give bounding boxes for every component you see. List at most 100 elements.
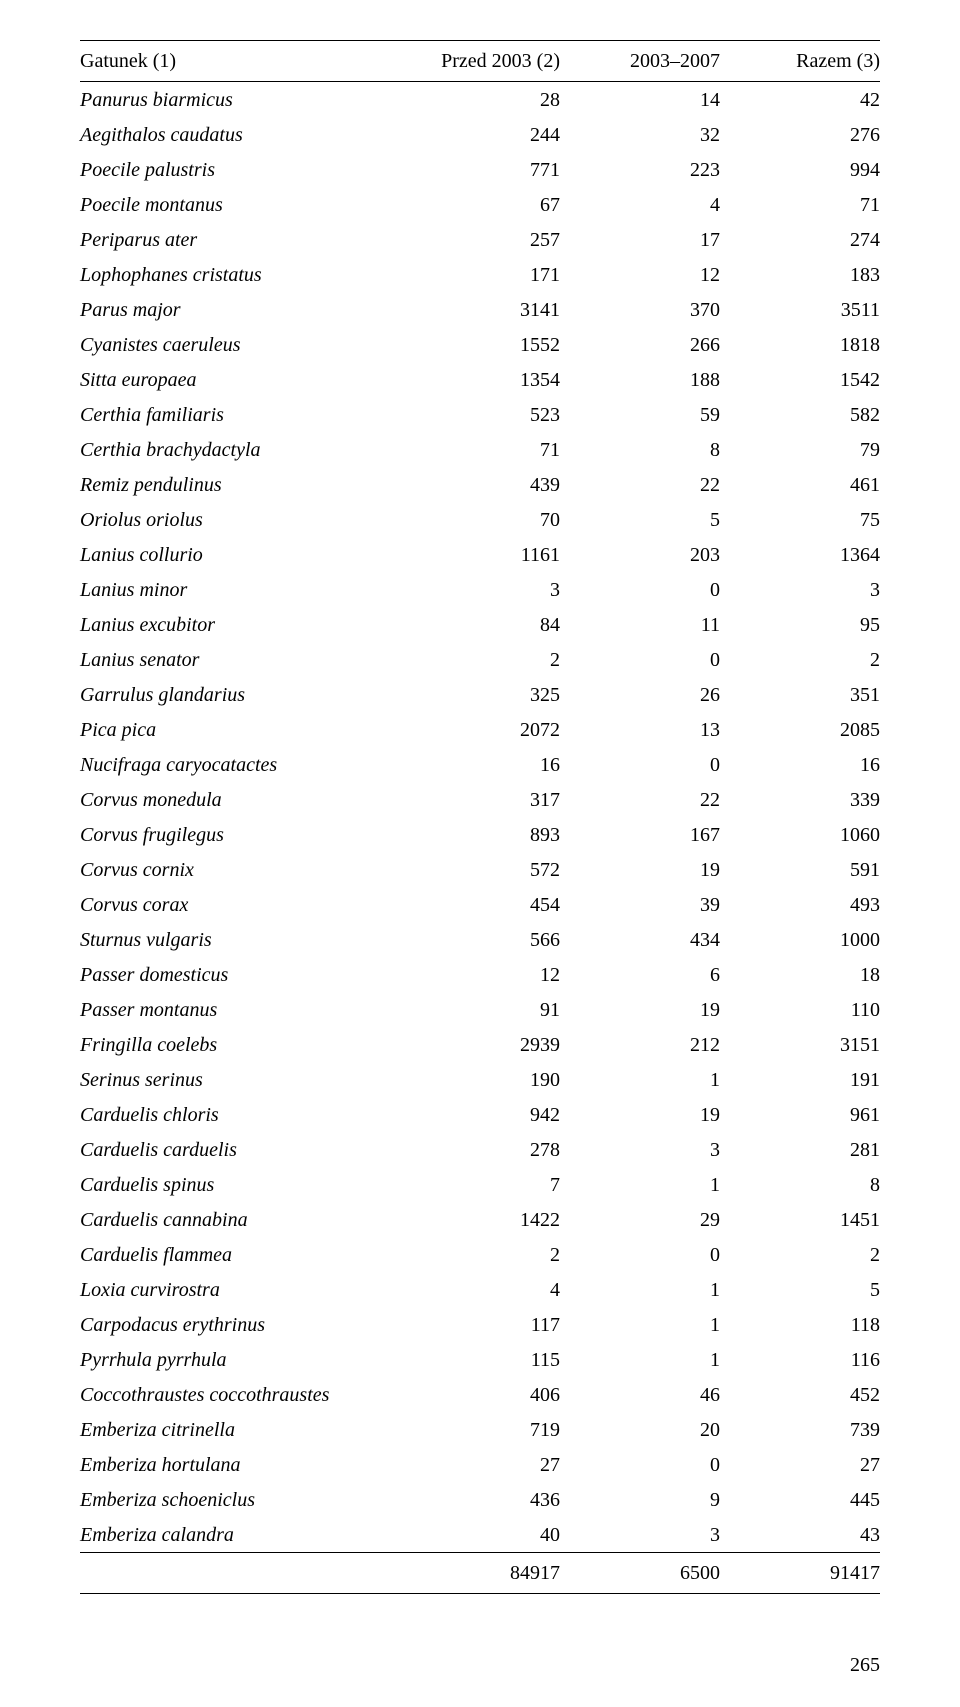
value-cell: 46 (560, 1377, 720, 1412)
value-cell: 454 (400, 887, 560, 922)
value-cell: 11 (560, 607, 720, 642)
value-cell: 2939 (400, 1027, 560, 1062)
value-cell: 461 (720, 467, 880, 502)
value-cell: 167 (560, 817, 720, 852)
value-cell: 116 (720, 1342, 880, 1377)
value-cell: 1818 (720, 327, 880, 362)
value-cell: 17 (560, 222, 720, 257)
value-cell: 3 (560, 1132, 720, 1167)
table-row: Carduelis chloris94219961 (80, 1097, 880, 1132)
species-name-cell: Remiz pendulinus (80, 467, 400, 502)
table-row: Poecile montanus67471 (80, 187, 880, 222)
value-cell: 190 (400, 1062, 560, 1097)
value-cell: 278 (400, 1132, 560, 1167)
value-cell: 70 (400, 502, 560, 537)
table-row: Emberiza schoeniclus4369445 (80, 1482, 880, 1517)
table-row: Poecile palustris771223994 (80, 152, 880, 187)
table-row: Lanius minor303 (80, 572, 880, 607)
value-cell: 1354 (400, 362, 560, 397)
value-cell: 27 (720, 1447, 880, 1482)
total-row: 84917650091417 (80, 1553, 880, 1594)
value-cell: 7 (400, 1167, 560, 1202)
value-cell: 339 (720, 782, 880, 817)
species-name-cell: Parus major (80, 292, 400, 327)
value-cell: 739 (720, 1412, 880, 1447)
table-row: Carduelis carduelis2783281 (80, 1132, 880, 1167)
value-cell: 12 (400, 957, 560, 992)
value-cell: 91 (400, 992, 560, 1027)
table-row: Passer montanus9119110 (80, 992, 880, 1027)
table-row: Pica pica2072132085 (80, 712, 880, 747)
value-cell: 274 (720, 222, 880, 257)
value-cell: 18 (720, 957, 880, 992)
species-name-cell: Pyrrhula pyrrhula (80, 1342, 400, 1377)
value-cell: 893 (400, 817, 560, 852)
total-value-cell: 91417 (720, 1553, 880, 1594)
value-cell: 3 (560, 1517, 720, 1553)
value-cell: 1552 (400, 327, 560, 362)
value-cell: 22 (560, 782, 720, 817)
species-name-cell: Lanius minor (80, 572, 400, 607)
value-cell: 42 (720, 82, 880, 118)
value-cell: 115 (400, 1342, 560, 1377)
value-cell: 406 (400, 1377, 560, 1412)
value-cell: 183 (720, 257, 880, 292)
value-cell: 191 (720, 1062, 880, 1097)
value-cell: 572 (400, 852, 560, 887)
species-name-cell: Fringilla coelebs (80, 1027, 400, 1062)
table-row: Lanius excubitor841195 (80, 607, 880, 642)
value-cell: 95 (720, 607, 880, 642)
species-name-cell: Carpodacus erythrinus (80, 1307, 400, 1342)
species-name-cell: Aegithalos caudatus (80, 117, 400, 152)
value-cell: 110 (720, 992, 880, 1027)
value-cell: 0 (560, 642, 720, 677)
value-cell: 27 (400, 1447, 560, 1482)
value-cell: 4 (400, 1272, 560, 1307)
species-name-cell: Loxia curvirostra (80, 1272, 400, 1307)
value-cell: 0 (560, 747, 720, 782)
table-row: Corvus corax45439493 (80, 887, 880, 922)
value-cell: 118 (720, 1307, 880, 1342)
value-cell: 317 (400, 782, 560, 817)
table-row: Certhia brachydactyla71879 (80, 432, 880, 467)
value-cell: 5 (720, 1272, 880, 1307)
value-cell: 325 (400, 677, 560, 712)
value-cell: 22 (560, 467, 720, 502)
value-cell: 942 (400, 1097, 560, 1132)
value-cell: 75 (720, 502, 880, 537)
value-cell: 71 (400, 432, 560, 467)
value-cell: 1364 (720, 537, 880, 572)
value-cell: 19 (560, 1097, 720, 1132)
species-name-cell: Oriolus oriolus (80, 502, 400, 537)
value-cell: 67 (400, 187, 560, 222)
table-row: Emberiza hortulana27027 (80, 1447, 880, 1482)
value-cell: 493 (720, 887, 880, 922)
value-cell: 71 (720, 187, 880, 222)
value-cell: 1 (560, 1342, 720, 1377)
species-name-cell: Garrulus glandarius (80, 677, 400, 712)
value-cell: 257 (400, 222, 560, 257)
species-name-cell: Emberiza hortulana (80, 1447, 400, 1482)
species-name-cell: Panurus biarmicus (80, 82, 400, 118)
value-cell: 276 (720, 117, 880, 152)
table-row: Corvus monedula31722339 (80, 782, 880, 817)
value-cell: 3151 (720, 1027, 880, 1062)
value-cell: 2 (400, 1237, 560, 1272)
value-cell: 28 (400, 82, 560, 118)
table-row: Lophophanes cristatus17112183 (80, 257, 880, 292)
species-name-cell: Passer domesticus (80, 957, 400, 992)
value-cell: 1161 (400, 537, 560, 572)
value-cell: 1 (560, 1167, 720, 1202)
value-cell: 566 (400, 922, 560, 957)
value-cell: 13 (560, 712, 720, 747)
table-row: Carpodacus erythrinus1171118 (80, 1307, 880, 1342)
species-name-cell: Emberiza calandra (80, 1517, 400, 1553)
value-cell: 771 (400, 152, 560, 187)
value-cell: 244 (400, 117, 560, 152)
table-row: Nucifraga caryocatactes16016 (80, 747, 880, 782)
species-name-cell: Lanius collurio (80, 537, 400, 572)
value-cell: 20 (560, 1412, 720, 1447)
species-name-cell: Lanius excubitor (80, 607, 400, 642)
species-name-cell: Poecile montanus (80, 187, 400, 222)
species-table: Gatunek (1) Przed 2003 (2) 2003–2007 Raz… (80, 40, 880, 1594)
